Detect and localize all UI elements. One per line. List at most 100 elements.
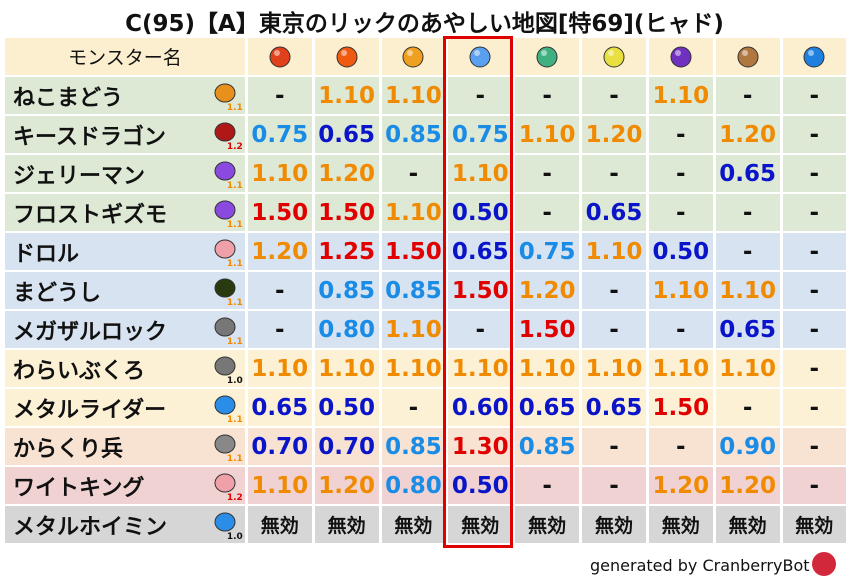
- resistance-value: 無効: [515, 506, 580, 543]
- resistance-value: 1.50: [515, 311, 580, 348]
- resistance-value: 0.65: [582, 194, 646, 231]
- dragon-icon: [213, 119, 237, 143]
- table-row: メガザルロック 1.1-0.80 1.10-1.50- -0.65-: [5, 311, 846, 348]
- monster-name: メガザルロック: [13, 319, 168, 345]
- resistance-value: 1.30: [448, 428, 513, 465]
- wind-icon: [533, 43, 561, 71]
- resistance-value: -: [715, 77, 780, 114]
- resistance-value: 無効: [247, 506, 312, 543]
- resistance-value: 1.20: [314, 467, 379, 504]
- resistance-value: 0.60: [448, 389, 513, 426]
- paw-icon: [213, 80, 237, 104]
- resistance-value: 0.70: [314, 428, 379, 465]
- monster-name-cell: メガザルロック 1.1: [5, 311, 245, 348]
- level-badge: 1.0: [226, 376, 243, 386]
- monster-name-cell: フロストギズモ 1.1: [5, 194, 245, 231]
- resistance-table: モンスター名 ねこまどう 1.1-1.10 1.10- - -1.10- - キースドラゴン 1…: [2, 36, 849, 545]
- monster-name: からくり兵: [13, 436, 124, 462]
- resistance-value: 1.10: [247, 155, 312, 192]
- level-badge: 1.1: [226, 337, 243, 347]
- level-badge: 1.1: [226, 259, 243, 269]
- resistance-value: -: [782, 194, 846, 231]
- resistance-value: 0.80: [314, 311, 379, 348]
- resistance-value: 1.20: [715, 467, 780, 504]
- resistance-value: 1.20: [247, 233, 312, 270]
- resistance-value: 1.10: [247, 467, 312, 504]
- page-title: C(95)【A】東京のリックのあやしい地図[特69](ヒャド): [125, 11, 724, 37]
- resistance-value: 1.10: [381, 194, 446, 231]
- resistance-value: -: [448, 77, 513, 114]
- monster-name: ねこまどう: [13, 85, 124, 111]
- skull-icon: [213, 470, 237, 494]
- resistance-value: 0.50: [448, 194, 513, 231]
- table-row: フロストギズモ 1.1 1.50 1.50 1.10 0.50-0.65- - -: [5, 194, 846, 231]
- hood-icon: [213, 275, 237, 299]
- resistance-value: 0.65: [582, 389, 646, 426]
- dark-icon: [667, 43, 695, 71]
- element-header: [715, 38, 780, 75]
- header-row: モンスター名: [5, 38, 846, 75]
- gear-icon: [213, 431, 237, 455]
- resistance-value: 1.10: [314, 77, 379, 114]
- resistance-value: 1.10: [715, 272, 780, 309]
- resistance-value: 0.75: [515, 233, 580, 270]
- element-header: [782, 38, 846, 75]
- resistance-value: -: [247, 77, 312, 114]
- level-badge: 1.2: [226, 142, 243, 152]
- resistance-value: -: [782, 311, 846, 348]
- resistance-value: 1.20: [314, 155, 379, 192]
- resistance-value: 0.75: [448, 116, 513, 153]
- resistance-value: 1.50: [648, 389, 713, 426]
- resistance-value: 1.10: [582, 233, 646, 270]
- monster-name-cell: まどうし 1.1: [5, 272, 245, 309]
- resistance-value: 1.10: [515, 116, 580, 153]
- level-badge: 1.2: [226, 493, 243, 503]
- monster-name: メタルライダー: [13, 397, 167, 423]
- resistance-value: 0.50: [648, 233, 713, 270]
- fireball-icon: [266, 43, 294, 71]
- resistance-value: 1.25: [314, 233, 379, 270]
- resistance-value: 1.20: [582, 116, 646, 153]
- resistance-value: 1.10: [448, 155, 513, 192]
- resistance-value: 無効: [648, 506, 713, 543]
- resistance-value: 無効: [448, 506, 513, 543]
- resistance-value: 1.20: [715, 116, 780, 153]
- resistance-value: 無効: [715, 506, 780, 543]
- resistance-value: 1.10: [648, 272, 713, 309]
- resistance-value: -: [582, 428, 646, 465]
- resistance-value: 1.10: [381, 311, 446, 348]
- flame-icon: [333, 43, 361, 71]
- element-header: [247, 38, 312, 75]
- resistance-value: 1.50: [314, 194, 379, 231]
- level-badge: 1.1: [226, 298, 243, 308]
- resistance-value: -: [715, 194, 780, 231]
- resistance-value: -: [247, 272, 312, 309]
- resistance-value: -: [782, 116, 846, 153]
- resistance-value: 0.85: [381, 428, 446, 465]
- monster-name-header: モンスター名: [5, 38, 245, 75]
- table-row: まどうし 1.1-0.85 0.85 1.50 1.20-1.10 1.10-: [5, 272, 846, 309]
- resistance-value: 0.65: [448, 233, 513, 270]
- resistance-value: 1.10: [515, 350, 580, 387]
- resistance-value: 0.80: [381, 467, 446, 504]
- resistance-value: 1.50: [448, 272, 513, 309]
- resistance-value: 無効: [381, 506, 446, 543]
- resistance-value: 1.20: [515, 272, 580, 309]
- resistance-value: -: [381, 389, 446, 426]
- resistance-value: 1.10: [648, 350, 713, 387]
- resistance-value: -: [515, 194, 580, 231]
- resistance-value: -: [582, 311, 646, 348]
- ice-icon: [466, 43, 494, 71]
- brick-icon: [213, 353, 237, 377]
- monster-name: キースドラゴン: [13, 124, 166, 150]
- resistance-value: 無効: [314, 506, 379, 543]
- level-badge: 1.1: [226, 220, 243, 230]
- resistance-value: 0.50: [314, 389, 379, 426]
- monster-name: まどうし: [13, 280, 102, 306]
- resistance-value: -: [648, 116, 713, 153]
- element-header: [582, 38, 646, 75]
- monster-name-cell: ワイトキング 1.2: [5, 467, 245, 504]
- resistance-value: 0.65: [314, 116, 379, 153]
- resistance-value: 0.50: [448, 467, 513, 504]
- element-header: [314, 38, 379, 75]
